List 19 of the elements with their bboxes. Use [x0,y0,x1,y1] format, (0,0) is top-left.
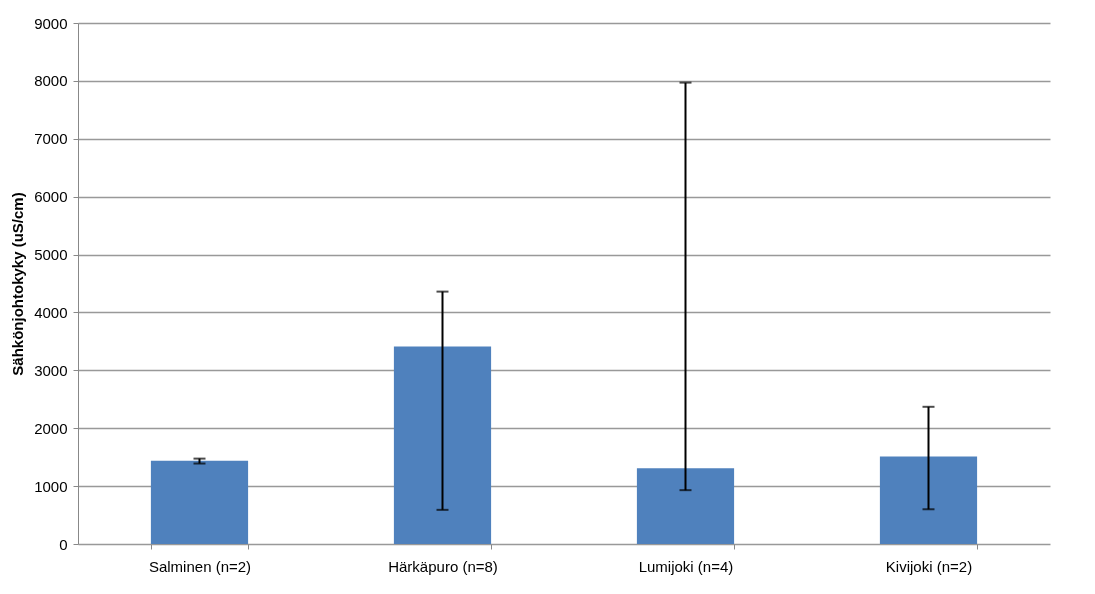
y-tick-label: 8000 [34,72,68,90]
bar [393,346,492,544]
y-tick-label: 1000 [34,477,68,495]
x-tick-label: Kivijoki (n=2) [885,557,973,575]
y-tick-label: 3000 [34,361,68,379]
x-tick-label: Härkäpuro (n=8) [388,557,498,575]
x-tick-label: Salminen (n=2) [148,557,252,575]
y-axis-title: Sähkönjohtokyky (uS/cm) [9,192,27,376]
y-tick-label: 0 [59,535,68,553]
y-tick-label: 4000 [34,303,68,321]
y-tick-label: 9000 [34,14,68,32]
bar [636,468,735,544]
y-tick-label: 7000 [34,130,68,148]
bar [150,460,249,544]
y-tick-label: 6000 [34,188,68,206]
y-tick-label: 5000 [34,246,68,264]
y-tick-label: 2000 [34,419,68,437]
x-tick-label: Lumijoki (n=4) [638,557,734,575]
bar [879,456,978,544]
